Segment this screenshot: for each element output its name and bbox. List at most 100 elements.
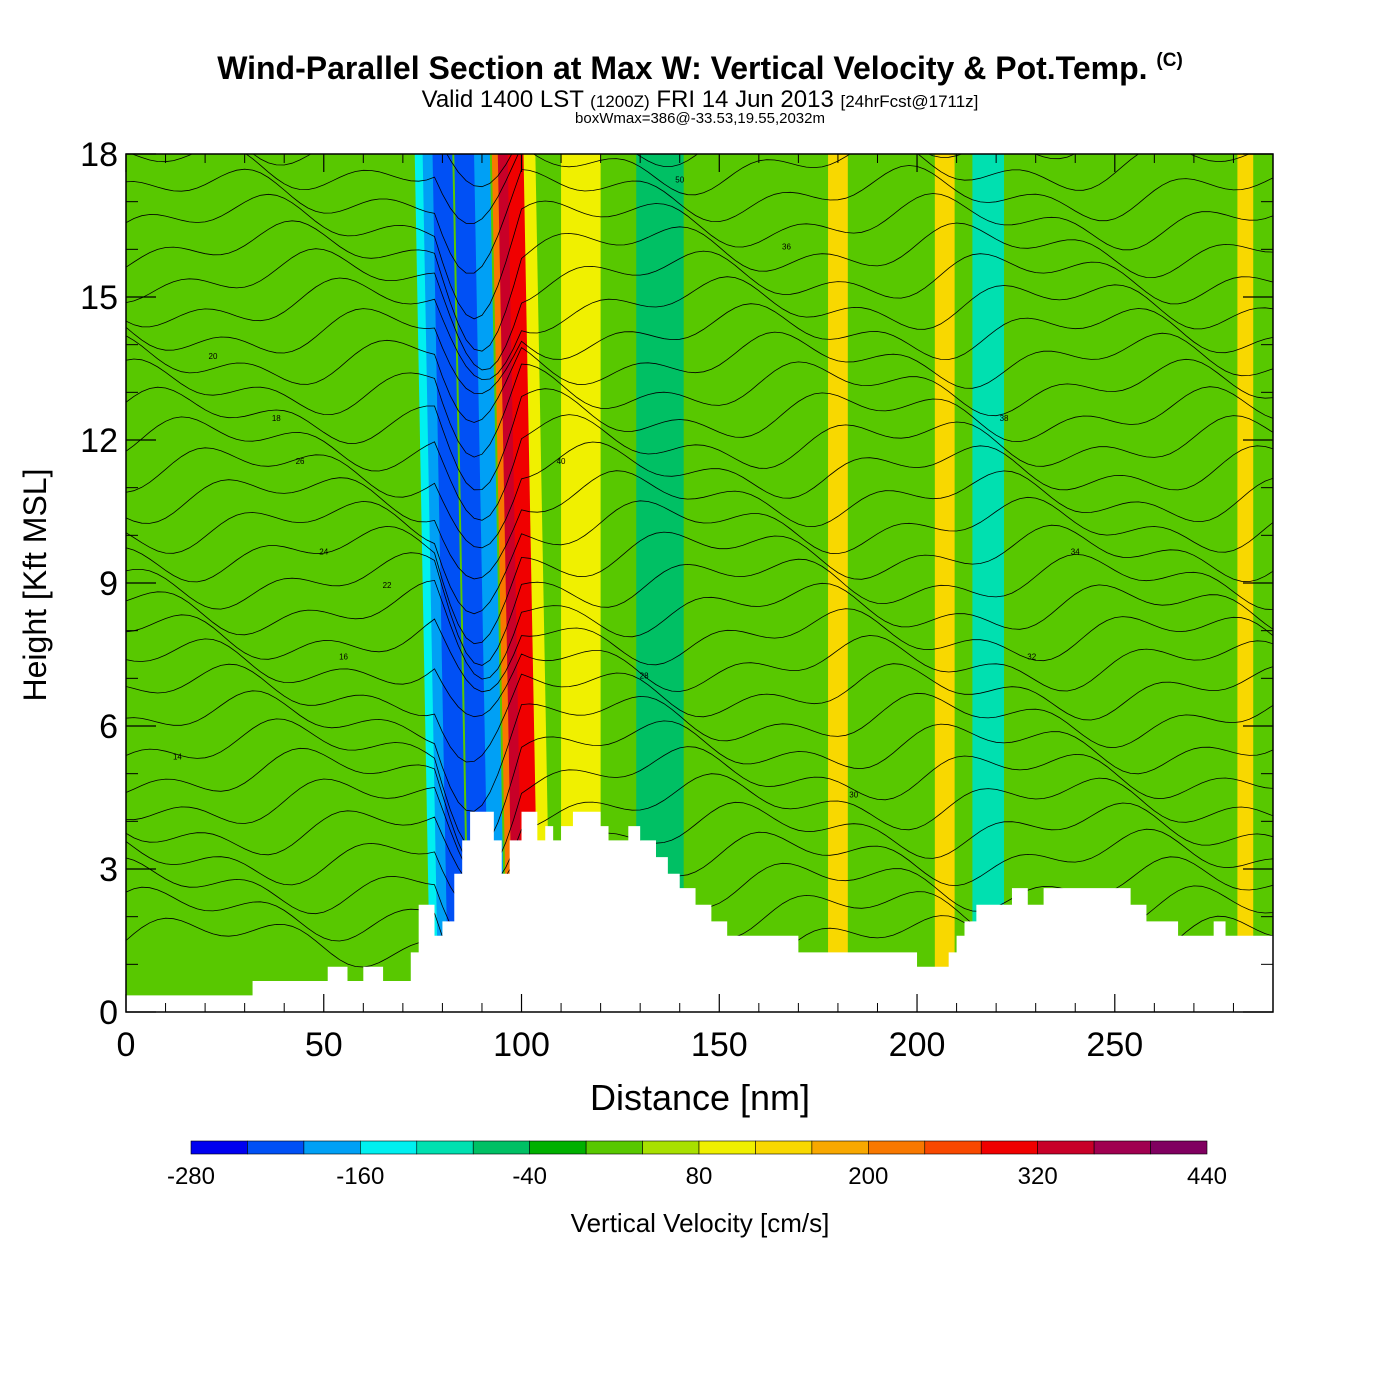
colorbar-swatch bbox=[1093, 1140, 1151, 1155]
colorbar-swatch bbox=[698, 1140, 756, 1155]
colorbar-swatch bbox=[303, 1140, 361, 1155]
colorbar-swatch bbox=[1037, 1140, 1095, 1155]
contour-label: 34 bbox=[1071, 547, 1080, 556]
colorbar-swatch bbox=[585, 1140, 643, 1155]
colorbar-tick-label: -40 bbox=[512, 1163, 547, 1190]
contour-label: 32 bbox=[1027, 652, 1036, 661]
contour-label: 18 bbox=[272, 414, 281, 423]
terrain-fill bbox=[126, 811, 1273, 1012]
theta-contour bbox=[126, 663, 1273, 763]
y-tick-label: 0 bbox=[99, 994, 118, 1032]
velocity-band bbox=[432, 154, 469, 1012]
chart-subtitle: Valid 1400 LST (1200Z) FRI 14 Jun 2013 [… bbox=[0, 86, 1400, 114]
y-tick-label: 6 bbox=[99, 708, 118, 746]
theta-contour bbox=[131, 154, 1251, 224]
forecast-info: [24hrFcst@1711z] bbox=[840, 92, 979, 111]
contour-label: 22 bbox=[383, 581, 392, 590]
y-tick-label: 12 bbox=[80, 422, 118, 460]
theta-contour bbox=[126, 608, 1273, 693]
theta-contour bbox=[126, 718, 1273, 852]
theta-contour bbox=[126, 276, 1273, 381]
theta-contour bbox=[126, 331, 1273, 423]
colorbar-swatch bbox=[1150, 1140, 1208, 1155]
colorbar-swatch bbox=[811, 1140, 869, 1155]
theta-contour bbox=[126, 248, 1273, 371]
velocity-band bbox=[507, 154, 544, 1012]
contour-label: 26 bbox=[296, 457, 305, 466]
theta-contour bbox=[126, 441, 1273, 549]
theta-contour bbox=[126, 801, 1273, 893]
contour-label: 28 bbox=[640, 671, 649, 680]
theta-contour bbox=[126, 165, 1273, 274]
theta-contour bbox=[126, 828, 1273, 911]
valid-zulu: (1200Z) bbox=[590, 92, 650, 111]
colorbar-swatch bbox=[980, 1140, 1038, 1155]
x-tick-label: 200 bbox=[889, 1026, 946, 1064]
valid-time: Valid 1400 LST bbox=[421, 86, 584, 113]
theta-contour bbox=[126, 746, 1273, 877]
colorbar-swatch bbox=[755, 1140, 813, 1155]
velocity-band bbox=[561, 154, 601, 1012]
theta-contour bbox=[126, 303, 1273, 395]
velocity-band bbox=[934, 154, 955, 1012]
terrain bbox=[126, 811, 1273, 1012]
theta-contour bbox=[126, 496, 1273, 615]
y-tick-label: 3 bbox=[99, 851, 118, 889]
colorbar-tick-label: 440 bbox=[1187, 1163, 1227, 1190]
velocity-band bbox=[972, 154, 1005, 1012]
velocity-band bbox=[828, 154, 848, 1012]
colorbar: -280 -160 -40 80 200 320 440 bbox=[167, 1140, 1227, 1190]
theta-contour bbox=[126, 193, 1273, 320]
colorbar-swatch bbox=[360, 1140, 418, 1155]
x-tick-label: 150 bbox=[691, 1026, 748, 1064]
theta-contour bbox=[126, 220, 1273, 352]
contour-label: 40 bbox=[557, 457, 566, 466]
velocity-band bbox=[523, 154, 552, 1012]
y-tick-label: 9 bbox=[99, 565, 118, 603]
colorbar-swatch bbox=[924, 1140, 982, 1155]
velocity-band bbox=[636, 154, 684, 1012]
chart-title-text: Wind-Parallel Section at Max W: Vertical… bbox=[217, 50, 1148, 86]
theta-contour bbox=[126, 358, 1273, 458]
contour-label: 36 bbox=[782, 242, 791, 251]
colorbar-swatch bbox=[642, 1140, 700, 1155]
contour-label: 14 bbox=[173, 752, 182, 761]
colorbar-swatch bbox=[472, 1140, 530, 1155]
colorbar-tick-label: 80 bbox=[686, 1163, 713, 1190]
y-tick-label: 18 bbox=[80, 136, 118, 174]
colorbar-swatch bbox=[416, 1140, 474, 1155]
theta-contours: 14 16 18 20 22 24 26 28 30 32 34 36 38 40 50 bbox=[126, 154, 1273, 1012]
contour-label: 24 bbox=[319, 547, 328, 556]
colorbar-tick-label: -280 bbox=[167, 1163, 215, 1190]
y-axis-label: Height [Kft MSL] bbox=[17, 469, 53, 702]
chart-title: Wind-Parallel Section at Max W: Vertical… bbox=[0, 50, 1400, 87]
copyright-mark: (C) bbox=[1156, 50, 1183, 71]
colorbar-tick-label: -160 bbox=[336, 1163, 384, 1190]
theta-contour bbox=[126, 414, 1273, 521]
y-tick-label: 15 bbox=[80, 279, 118, 317]
box-wmax-note: boxWmax=386@-33.53,19.55,2032m bbox=[575, 110, 825, 127]
theta-contour bbox=[126, 635, 1273, 718]
theta-contour bbox=[126, 773, 1273, 887]
velocity-band bbox=[474, 154, 506, 1012]
x-axis-label: Distance [nm] bbox=[590, 1077, 810, 1118]
x-tick-label: 100 bbox=[493, 1026, 550, 1064]
velocity-band bbox=[454, 154, 494, 1012]
x-tick-label: 250 bbox=[1086, 1026, 1143, 1064]
theta-contour bbox=[126, 470, 1273, 580]
contour-label: 30 bbox=[849, 791, 858, 800]
theta-contour bbox=[126, 579, 1273, 680]
contour-label: 20 bbox=[209, 352, 218, 361]
contour-label: 50 bbox=[675, 176, 684, 185]
valid-date: FRI 14 Jun 2013 bbox=[656, 86, 834, 113]
colorbar-tick-label: 320 bbox=[1018, 1163, 1058, 1190]
x-tick-label: 0 bbox=[117, 1026, 136, 1064]
colorbar-swatch bbox=[529, 1140, 587, 1155]
theta-contour bbox=[126, 386, 1273, 491]
colorbar-swatch bbox=[247, 1140, 305, 1155]
theta-contour bbox=[126, 690, 1273, 812]
x-tick-label: 50 bbox=[305, 1026, 343, 1064]
colorbar-swatch bbox=[868, 1140, 926, 1155]
colorbar-swatch bbox=[190, 1140, 248, 1155]
